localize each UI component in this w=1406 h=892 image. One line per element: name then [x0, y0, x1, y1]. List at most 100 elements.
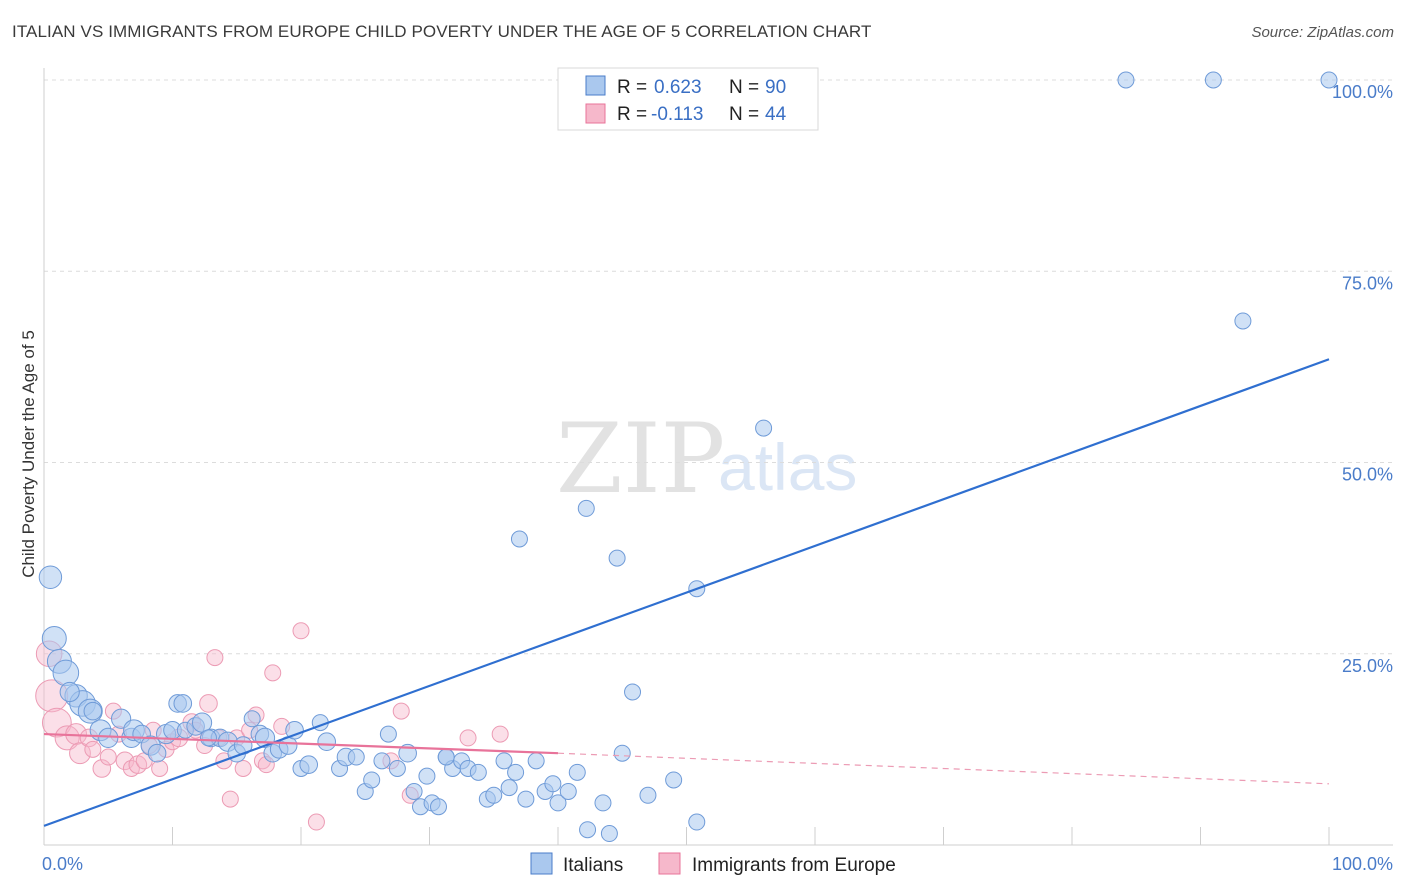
immigrants-point-43 — [459, 729, 477, 747]
italians-point-47 — [405, 782, 423, 800]
italians-point-51 — [429, 798, 447, 816]
legend-swatch-italians — [585, 75, 606, 96]
immigrants-point-41 — [392, 702, 410, 720]
italians-point-14 — [147, 743, 167, 763]
italians-point-80 — [755, 419, 773, 437]
legend-r-label-italians: R = — [617, 77, 647, 98]
italians-point-58 — [485, 786, 503, 804]
italians-series — [38, 71, 1338, 843]
italians-point-49 — [418, 767, 436, 785]
bottom-legend-label-italians: Italians — [563, 855, 623, 876]
legend-n-value-immigrants: 44 — [765, 104, 787, 125]
italians-point-82 — [1117, 71, 1135, 89]
italians-point-67 — [559, 782, 577, 800]
italians-point-70 — [594, 794, 612, 812]
italians-point-44 — [379, 725, 397, 743]
stats-legend: R = 0.623 N = 90 R = -0.113 N = 44 — [557, 67, 819, 131]
italians-point-87 — [199, 729, 217, 747]
italians-point-18 — [173, 694, 193, 713]
immigrants-point-18 — [151, 760, 169, 777]
italians-point-71 — [600, 825, 618, 843]
italians-point-60 — [500, 779, 518, 797]
legend-r-value-italians: 0.623 — [654, 77, 702, 98]
immigrants-point-38 — [292, 622, 310, 640]
italians-point-65 — [544, 775, 562, 793]
italians-point-63 — [527, 752, 545, 770]
italians-point-37 — [317, 732, 337, 752]
italians-point-45 — [388, 760, 406, 777]
immigrants-point-39 — [307, 813, 325, 831]
bottom-legend-swatch-immigrants — [658, 852, 681, 875]
italians-point-62 — [517, 790, 535, 808]
italians-point-61 — [507, 763, 525, 781]
source-credit: Source: ZipAtlas.com — [1251, 24, 1394, 41]
immigrants-point-36 — [264, 664, 282, 682]
x-tick-label-max: 100.0% — [1332, 854, 1393, 874]
italians-point-1 — [41, 625, 67, 651]
immigrants-point-9 — [99, 748, 117, 766]
y-tick-label-75: 75.0% — [1342, 273, 1393, 293]
italians-point-0 — [38, 565, 63, 589]
immigrants-point-31 — [234, 760, 252, 777]
immigrants-trend-line — [43, 732, 559, 755]
immigrants-point-2 — [41, 707, 72, 738]
immigrants-point-29 — [221, 790, 239, 808]
italians-point-78 — [665, 771, 683, 789]
italians-point-3 — [52, 659, 80, 687]
italians-point-66 — [549, 794, 567, 812]
immigrants-trend-extension — [557, 752, 1330, 785]
italians-point-56 — [469, 763, 487, 781]
italians-point-8 — [98, 727, 119, 749]
legend-n-label-immigrants: N = — [729, 104, 759, 125]
watermark-atlas: atlas — [718, 430, 857, 504]
italians-point-84 — [1320, 71, 1338, 89]
immigrants-point-8 — [92, 759, 112, 778]
italians-point-85 — [688, 813, 706, 831]
immigrants-point-13 — [122, 760, 140, 777]
italians-point-89 — [59, 681, 80, 703]
italians-point-69 — [579, 821, 597, 839]
chart-title: ITALIAN VS IMMIGRANTS FROM EUROPE CHILD … — [12, 22, 872, 41]
italians-point-68 — [568, 763, 586, 781]
italians-point-21 — [191, 712, 213, 733]
legend-r-value-immigrants: -0.113 — [651, 104, 703, 125]
immigrants-point-25 — [199, 694, 218, 713]
italians-trend-line — [43, 358, 1330, 827]
italians-point-33 — [285, 720, 304, 740]
watermark-zip: ZIP — [556, 403, 725, 515]
legend-n-label-italians: N = — [729, 77, 759, 98]
y-tick-labels: 25.0% 50.0% 75.0% 100.0% — [1332, 82, 1393, 676]
y-axis-label: Child Poverty Under the Age of 5 — [19, 330, 38, 578]
italians-point-81 — [1234, 312, 1252, 330]
italians-point-88 — [83, 701, 103, 721]
immigrants-point-7 — [84, 740, 102, 758]
legend-r-label-immigrants: R = — [617, 104, 647, 125]
italians-point-40 — [347, 748, 365, 766]
italians-point-42 — [363, 771, 381, 789]
series-legend: Italians Immigrants from Europe — [530, 852, 896, 876]
bottom-legend-label-immigrants: Immigrants from Europe — [692, 855, 896, 876]
immigrants-point-26 — [206, 649, 224, 667]
italians-point-43 — [373, 752, 391, 770]
y-tick-label-25: 25.0% — [1342, 656, 1393, 676]
bottom-legend-swatch-italians — [530, 852, 553, 875]
trend-lines — [43, 358, 1330, 827]
italians-point-75 — [608, 549, 626, 567]
italians-point-73 — [510, 530, 528, 548]
grid-lines — [44, 79, 1393, 655]
italians-point-83 — [1204, 71, 1222, 89]
italians-point-76 — [624, 683, 642, 701]
legend-swatch-immigrants — [585, 103, 606, 124]
italians-point-35 — [299, 755, 319, 774]
italians-point-27 — [243, 710, 261, 728]
immigrants-point-44 — [491, 725, 509, 743]
italians-point-86 — [437, 748, 455, 766]
italians-point-72 — [613, 744, 631, 762]
x-tick-label-min: 0.0% — [42, 854, 83, 874]
legend-n-value-italians: 90 — [765, 77, 786, 98]
italians-point-77 — [639, 786, 657, 804]
italians-point-74 — [577, 499, 595, 517]
italians-point-59 — [495, 752, 513, 770]
y-tick-label-100: 100.0% — [1332, 82, 1393, 102]
